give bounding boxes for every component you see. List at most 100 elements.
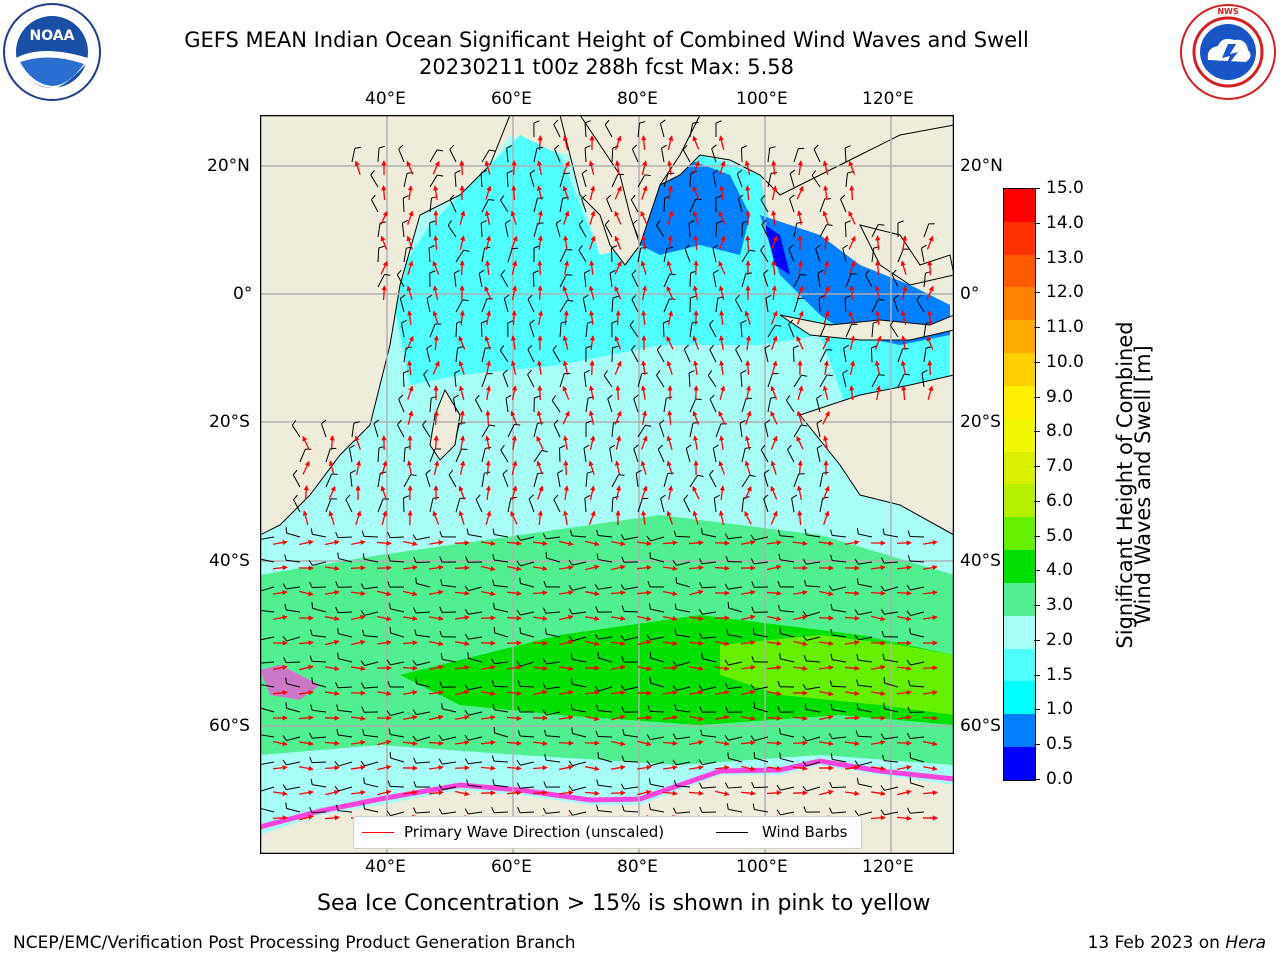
wave-arrow <box>510 335 517 351</box>
wave-arrow <box>688 765 704 771</box>
wave-arrow <box>589 185 596 200</box>
wave-arrow <box>610 640 626 646</box>
colorbar-tick-mark <box>1034 570 1040 572</box>
wave-arrow <box>506 715 522 721</box>
wave-arrow <box>640 260 647 275</box>
wind-barb <box>709 469 717 488</box>
wind-barb <box>819 323 832 338</box>
wind-barb <box>558 445 566 463</box>
wind-barb <box>830 529 847 538</box>
wind-barb <box>360 660 379 667</box>
wind-barb <box>349 469 356 488</box>
wind-barb <box>527 369 535 388</box>
wind-barb <box>571 727 587 738</box>
wind-barb <box>310 528 327 538</box>
wind-barb <box>557 469 563 488</box>
colorbar-tick-mark <box>1034 222 1040 224</box>
wind-barb <box>584 145 591 163</box>
wind-barb <box>620 534 639 541</box>
wind-barb <box>610 245 618 263</box>
wind-barb <box>672 685 691 691</box>
wave-arrow <box>562 335 569 350</box>
wave-arrow <box>273 664 288 671</box>
wind-barb <box>603 370 613 388</box>
wind-barb <box>583 369 590 388</box>
wind-barb <box>923 346 932 363</box>
wind-barb <box>398 394 405 413</box>
wind-barb <box>699 806 717 813</box>
wave-arrow <box>614 260 622 275</box>
wind-barb <box>292 469 301 488</box>
wave-arrow <box>870 565 886 571</box>
wave-arrow <box>922 665 938 671</box>
wave-arrow <box>896 690 912 696</box>
wave-arrow <box>480 690 496 697</box>
wave-arrow <box>302 510 309 525</box>
wave-arrow <box>406 235 414 250</box>
wave-arrow <box>402 565 418 571</box>
wave-arrow <box>402 615 418 621</box>
colorbar-tick-mark <box>1034 500 1040 502</box>
wind-barb <box>533 449 548 463</box>
colorbar-band <box>1004 517 1035 551</box>
wave-arrow <box>459 160 465 176</box>
wind-barb <box>492 779 509 788</box>
colorbar-band <box>1004 451 1035 485</box>
wave-arrow <box>848 160 856 175</box>
wave-arrow <box>328 460 335 475</box>
wave-arrow <box>792 665 808 671</box>
wave-arrow <box>611 540 626 547</box>
wave-arrow <box>688 689 704 696</box>
wave-arrow <box>849 360 856 375</box>
wind-barb <box>387 581 405 588</box>
wave-arrow <box>818 540 834 546</box>
lon-tick-bottom-120e: 120°E <box>862 857 914 877</box>
wave-arrow <box>328 485 336 500</box>
wind-barb <box>725 782 743 789</box>
wave-arrow <box>536 160 543 175</box>
wind-barb <box>413 556 431 563</box>
wind-barb <box>398 144 405 163</box>
wind-barb <box>360 583 379 590</box>
wave-arrow <box>432 160 440 175</box>
wind-barb <box>309 756 327 764</box>
wave-arrow <box>563 310 569 326</box>
colorbar-band <box>1004 385 1035 419</box>
wave-arrow <box>429 640 444 647</box>
wind-barb <box>464 710 483 716</box>
wind-barb <box>712 444 719 463</box>
wave-arrow <box>897 764 912 771</box>
wind-barb <box>855 730 873 738</box>
wind-barb <box>741 272 752 288</box>
wave-arrow <box>506 640 522 646</box>
wave-arrow <box>537 485 544 500</box>
australia-land <box>799 374 954 536</box>
lat-tick-left-20n: 20°N <box>207 156 250 176</box>
colorbar-tick-label: 14.0 <box>1046 212 1084 233</box>
colorbar-tick-mark <box>1034 535 1040 537</box>
colorbar-band <box>1004 681 1035 715</box>
wind-barb <box>285 802 301 813</box>
wind-barb <box>788 319 795 338</box>
wave-arrow <box>351 639 366 646</box>
lat-tick-right-20n: 20°N <box>960 156 1003 176</box>
colorbar-tick-label: 11.0 <box>1046 317 1084 338</box>
wave-arrow <box>614 360 622 375</box>
wave-arrow <box>614 285 622 300</box>
wind-barb <box>568 559 587 566</box>
wave-arrow <box>298 690 314 696</box>
wind-barb <box>594 583 613 590</box>
wave-arrow <box>641 285 648 300</box>
wave-arrow <box>402 640 418 646</box>
wind-barb <box>491 755 509 763</box>
wind-barb <box>360 610 379 616</box>
wave-arrow <box>459 210 466 225</box>
wave-arrow <box>666 510 673 525</box>
wave-arrow <box>922 564 938 571</box>
wave-arrow <box>766 690 782 697</box>
colorbar-band <box>1004 418 1035 452</box>
wind-barb <box>260 608 275 613</box>
wave-arrow <box>511 310 517 326</box>
wave-arrow <box>718 510 725 525</box>
wave-arrow <box>719 185 725 201</box>
